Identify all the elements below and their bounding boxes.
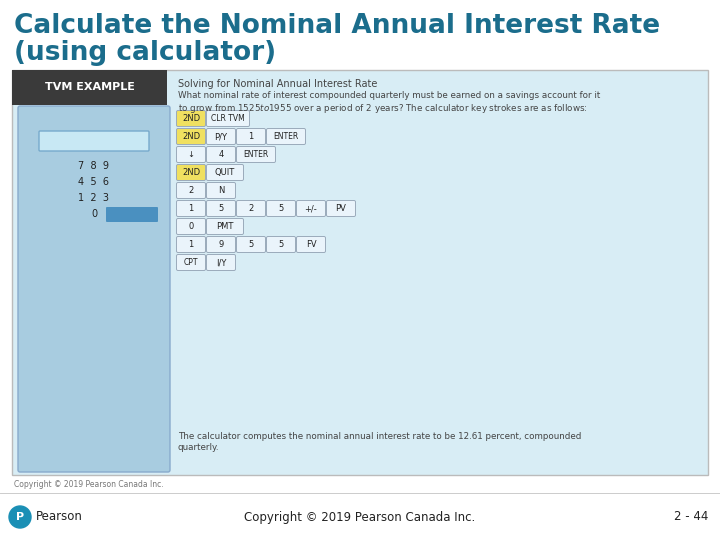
FancyBboxPatch shape	[176, 183, 205, 199]
Text: CLR TVM: CLR TVM	[211, 114, 245, 123]
Text: P/Y: P/Y	[215, 132, 228, 141]
Text: Calculate the Nominal Annual Interest Rate: Calculate the Nominal Annual Interest Ra…	[14, 13, 660, 39]
FancyBboxPatch shape	[266, 129, 305, 145]
Text: TVM EXAMPLE: TVM EXAMPLE	[45, 83, 135, 92]
Text: to grow from $1525 to $1955 over a period of 2 years? The calculator key strokes: to grow from $1525 to $1955 over a perio…	[178, 102, 588, 115]
Text: 4: 4	[218, 150, 224, 159]
FancyBboxPatch shape	[297, 237, 325, 253]
Text: 1: 1	[189, 204, 194, 213]
Text: 1: 1	[248, 132, 253, 141]
FancyBboxPatch shape	[236, 146, 276, 163]
Text: 4  5  6: 4 5 6	[78, 177, 109, 187]
FancyBboxPatch shape	[176, 254, 205, 271]
FancyBboxPatch shape	[207, 200, 235, 217]
Text: QUIT: QUIT	[215, 168, 235, 177]
FancyBboxPatch shape	[39, 131, 149, 151]
Text: Copyright © 2019 Pearson Canada Inc.: Copyright © 2019 Pearson Canada Inc.	[14, 480, 163, 489]
Text: (using calculator): (using calculator)	[14, 40, 276, 66]
Text: FV: FV	[306, 240, 316, 249]
FancyBboxPatch shape	[266, 200, 295, 217]
Bar	[12, 70, 167, 105]
Text: 9: 9	[218, 240, 224, 249]
Text: The calculator computes the nominal annual interest rate to be 12.61 percent, co: The calculator computes the nominal annu…	[178, 432, 581, 441]
FancyBboxPatch shape	[266, 237, 295, 253]
Text: 5: 5	[279, 240, 284, 249]
Text: What nominal rate of interest compounded quarterly must be earned on a savings a: What nominal rate of interest compounded…	[178, 91, 600, 100]
Text: I/Y: I/Y	[216, 258, 226, 267]
FancyBboxPatch shape	[176, 129, 205, 145]
Text: 2 - 44: 2 - 44	[674, 510, 708, 523]
Text: P: P	[16, 512, 24, 522]
Text: N: N	[218, 186, 224, 195]
Text: ↓: ↓	[187, 150, 194, 159]
FancyBboxPatch shape	[12, 70, 708, 475]
Text: 5: 5	[279, 204, 284, 213]
Text: ENTER: ENTER	[274, 132, 299, 141]
Text: 0: 0	[189, 222, 194, 231]
Text: CPT: CPT	[184, 258, 198, 267]
Text: PMT: PMT	[216, 222, 234, 231]
Text: 2: 2	[189, 186, 194, 195]
Text: PV: PV	[336, 204, 346, 213]
FancyBboxPatch shape	[176, 237, 205, 253]
FancyBboxPatch shape	[207, 254, 235, 271]
FancyBboxPatch shape	[176, 146, 205, 163]
Text: 5: 5	[218, 204, 224, 213]
FancyBboxPatch shape	[176, 111, 205, 126]
FancyBboxPatch shape	[207, 219, 243, 234]
Circle shape	[9, 506, 31, 528]
FancyBboxPatch shape	[207, 129, 235, 145]
FancyBboxPatch shape	[236, 237, 266, 253]
Text: ENTER: ENTER	[243, 150, 269, 159]
Text: 1  2  3: 1 2 3	[78, 193, 109, 203]
FancyBboxPatch shape	[207, 111, 250, 126]
FancyBboxPatch shape	[236, 129, 266, 145]
FancyBboxPatch shape	[207, 146, 235, 163]
Text: 5: 5	[248, 240, 253, 249]
Text: 2ND: 2ND	[182, 168, 200, 177]
FancyBboxPatch shape	[236, 200, 266, 217]
FancyBboxPatch shape	[207, 237, 235, 253]
FancyBboxPatch shape	[326, 200, 356, 217]
Text: Pearson: Pearson	[36, 510, 83, 523]
Text: +/-: +/-	[305, 204, 318, 213]
FancyBboxPatch shape	[106, 207, 158, 222]
Text: 2ND: 2ND	[182, 132, 200, 141]
Text: 1: 1	[189, 240, 194, 249]
Text: 0: 0	[91, 209, 97, 219]
FancyBboxPatch shape	[207, 183, 235, 199]
FancyBboxPatch shape	[176, 200, 205, 217]
FancyBboxPatch shape	[207, 165, 243, 180]
Text: Copyright © 2019 Pearson Canada Inc.: Copyright © 2019 Pearson Canada Inc.	[244, 510, 476, 523]
Text: quarterly.: quarterly.	[178, 443, 220, 452]
Text: 2ND: 2ND	[182, 114, 200, 123]
FancyBboxPatch shape	[18, 106, 170, 472]
Text: Solving for Nominal Annual Interest Rate: Solving for Nominal Annual Interest Rate	[178, 79, 377, 89]
Text: 2: 2	[248, 204, 253, 213]
FancyBboxPatch shape	[176, 219, 205, 234]
Text: 7  8  9: 7 8 9	[78, 161, 109, 171]
FancyBboxPatch shape	[297, 200, 325, 217]
FancyBboxPatch shape	[176, 165, 205, 180]
